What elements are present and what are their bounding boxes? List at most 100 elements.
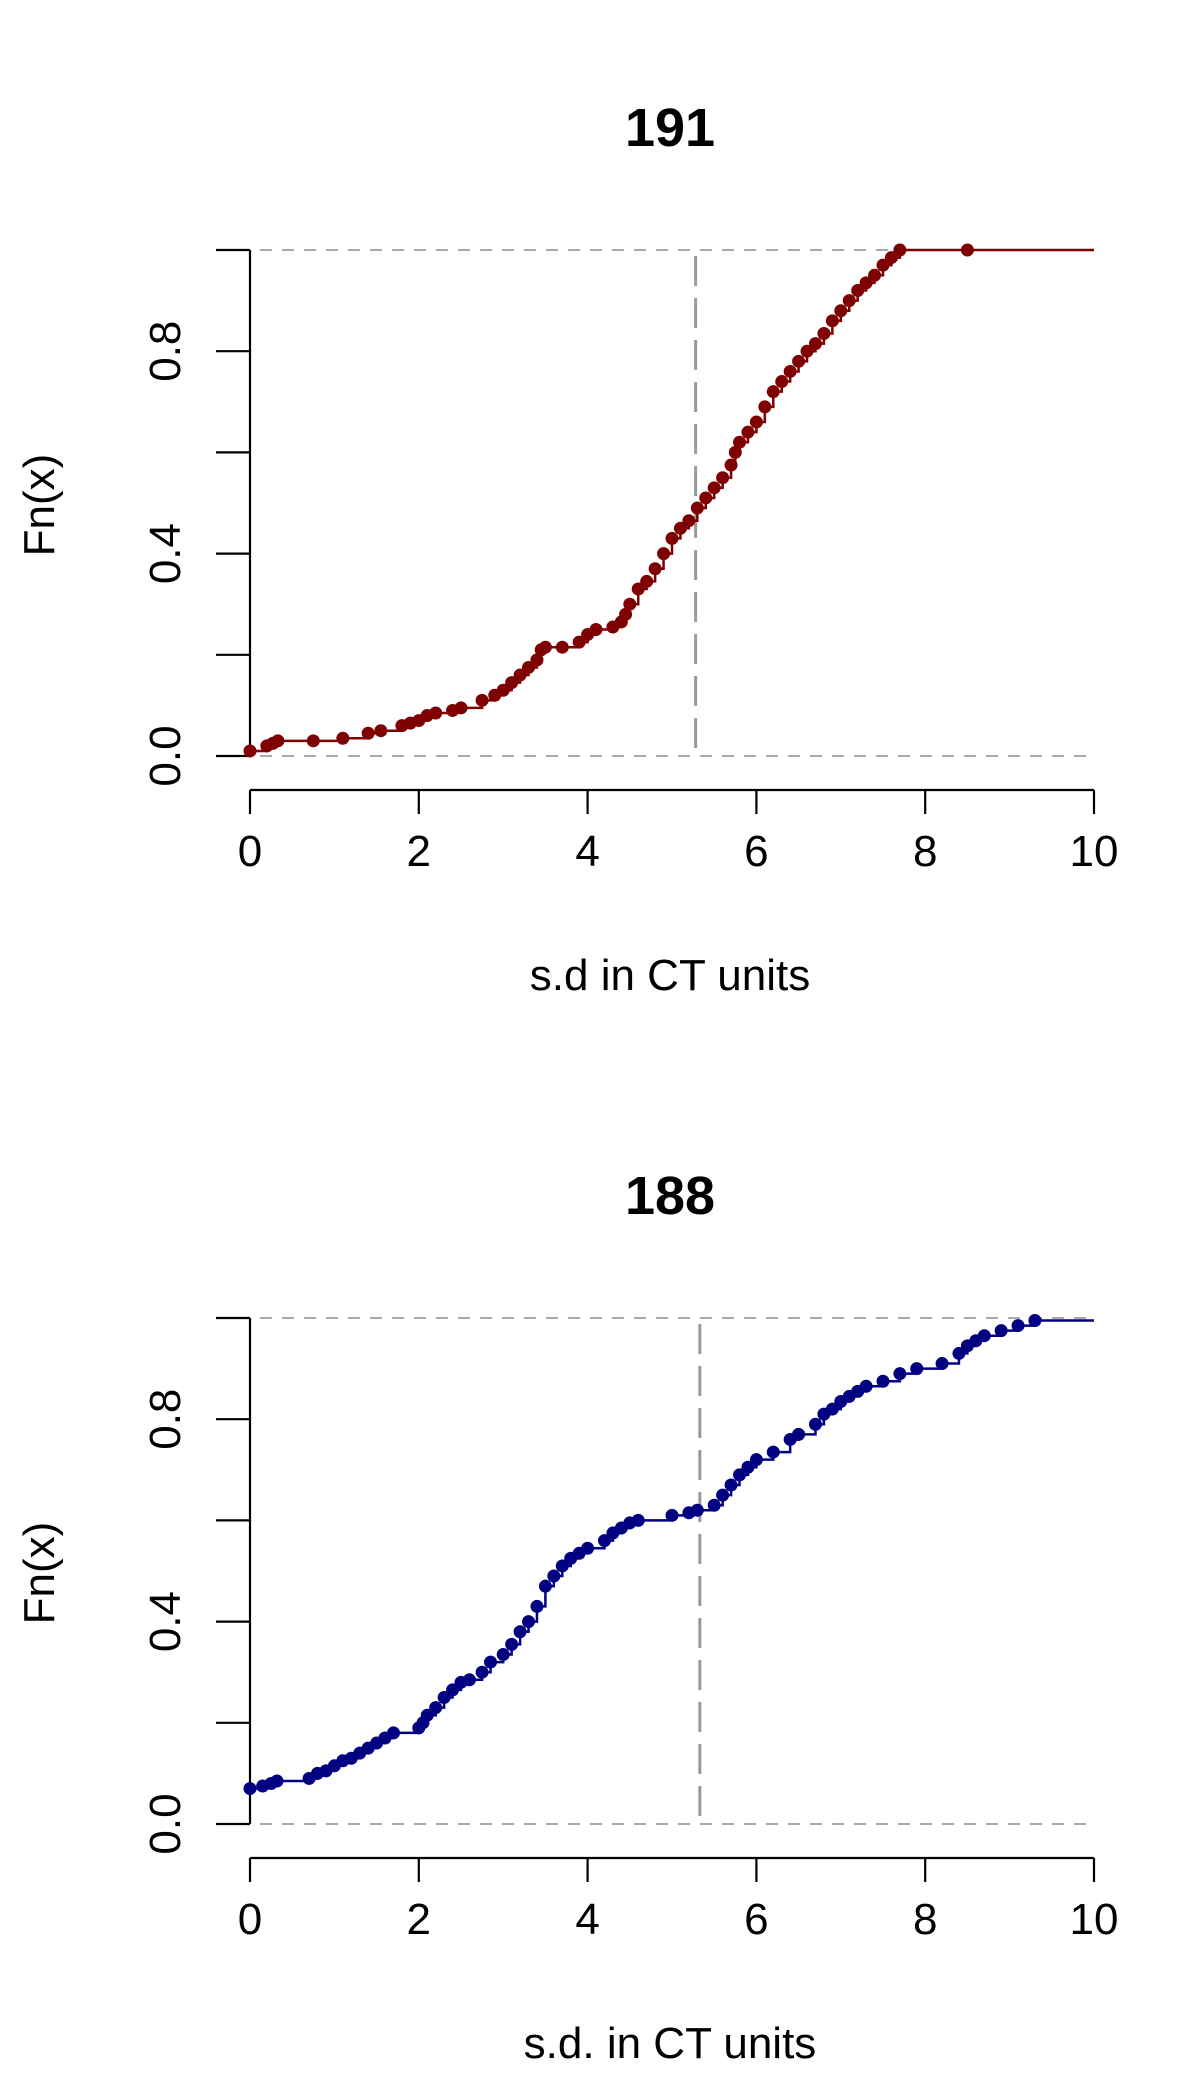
- y-tick-label: 0.8: [141, 321, 190, 382]
- data-point: [437, 1691, 451, 1704]
- data-point: [505, 676, 519, 690]
- x-axis-title: s.d in CT units: [530, 951, 810, 1000]
- data-point: [572, 635, 586, 649]
- data-point: [716, 471, 730, 485]
- data-point: [876, 258, 890, 272]
- x-tick-label: 6: [744, 827, 768, 876]
- data-point: [386, 1726, 400, 1740]
- data-point: [530, 1599, 544, 1613]
- plot-area: 0.0 0.4 0.8 0 2 4 6 8 10: [141, 1314, 1118, 1944]
- chart-panel-188: 188 Fn(x) s.d. in CT units 0.0 0.4 0.8 0 2 4 6…: [15, 1166, 1118, 2068]
- data-point: [673, 521, 687, 535]
- ecdf-step-line: [250, 1319, 1094, 1790]
- data-point: [825, 1402, 839, 1416]
- data-point: [243, 744, 257, 758]
- data-point: [699, 491, 713, 505]
- data-point: [538, 1579, 552, 1593]
- data-point: [648, 562, 662, 576]
- data-point: [741, 1460, 755, 1474]
- data-point: [825, 314, 839, 328]
- data-point: [935, 1357, 949, 1371]
- plot-area: 0.0 0.4 0.8 0 2 4 6 8 10: [141, 243, 1119, 876]
- data-point: [707, 481, 721, 495]
- data-point: [682, 514, 696, 528]
- data-point: [859, 1379, 873, 1393]
- chart-title: 191: [625, 98, 715, 158]
- x-tick-label: 10: [1070, 827, 1119, 876]
- data-point: [496, 1647, 510, 1661]
- data-point: [374, 724, 388, 738]
- data-point: [741, 425, 755, 439]
- x-tick-label: 4: [575, 1895, 599, 1944]
- data-point: [977, 1329, 991, 1343]
- data-point: [724, 1478, 738, 1492]
- data-point: [429, 706, 443, 720]
- chart-panel-191: 191 Fn(x) s.d in CT units 0.0 0.4 0.8 0 2 4 6 8…: [15, 98, 1118, 1000]
- data-point: [749, 415, 763, 429]
- data-point: [555, 1559, 569, 1573]
- data-point: [657, 547, 671, 561]
- data-point: [775, 375, 789, 389]
- data-point: [631, 582, 645, 596]
- y-axis-title: Fn(x): [15, 454, 64, 557]
- data-point: [758, 400, 772, 414]
- data-point: [808, 337, 822, 351]
- y-tick-label: 0.0: [141, 1793, 190, 1854]
- x-tick-label: 8: [913, 1895, 937, 1944]
- data-point: [555, 640, 569, 654]
- data-point: [724, 458, 738, 472]
- data-point: [868, 268, 882, 282]
- data-point: [619, 607, 633, 621]
- data-point: [665, 531, 679, 545]
- data-point: [1011, 1319, 1025, 1333]
- y-tick-label: 0.4: [141, 523, 190, 584]
- data-point: [728, 445, 742, 459]
- data-point: [834, 304, 848, 318]
- data-point: [631, 1513, 645, 1527]
- data-point: [851, 283, 865, 297]
- data-point: [243, 1782, 257, 1796]
- data-point: [876, 1374, 890, 1388]
- y-tick-label: 0.4: [141, 1591, 190, 1652]
- data-point: [733, 1468, 747, 1482]
- data-point: [749, 1453, 763, 1467]
- y-tick-label: 0.8: [141, 1389, 190, 1450]
- x-tick-label: 2: [407, 1895, 431, 1944]
- data-point: [733, 435, 747, 449]
- chart-title: 188: [625, 1166, 715, 1226]
- data-point: [817, 326, 831, 340]
- data-point: [306, 734, 320, 748]
- data-point: [665, 1508, 679, 1522]
- ecdf-step-line: [250, 248, 1094, 753]
- data-point: [522, 1615, 536, 1629]
- data-point: [910, 1362, 924, 1376]
- data-point: [513, 668, 527, 682]
- data-point: [893, 243, 907, 257]
- data-point: [800, 344, 814, 358]
- data-point: [766, 385, 780, 399]
- data-point: [475, 1665, 489, 1679]
- x-axis-title: s.d. in CT units: [524, 2019, 817, 2068]
- data-point: [783, 364, 797, 378]
- data-point: [808, 1417, 822, 1431]
- y-axis-title: Fn(x): [15, 1522, 64, 1625]
- data-point: [446, 1683, 460, 1697]
- data-point: [336, 731, 350, 745]
- data-point: [960, 243, 974, 257]
- data-point: [623, 597, 637, 611]
- data-point: [270, 1774, 284, 1788]
- data-point: [952, 1346, 966, 1360]
- data-point: [462, 1673, 476, 1687]
- x-tick-label: 8: [913, 827, 937, 876]
- data-point: [597, 1534, 611, 1548]
- x-tick-label: 0: [238, 827, 262, 876]
- data-point: [454, 701, 468, 715]
- data-point: [690, 501, 704, 515]
- data-point: [522, 660, 536, 674]
- data-point: [496, 683, 510, 697]
- data-point: [589, 623, 603, 636]
- data-point: [842, 294, 856, 308]
- x-tick-label: 4: [575, 827, 599, 876]
- data-point: [1028, 1314, 1042, 1328]
- data-point: [994, 1324, 1008, 1338]
